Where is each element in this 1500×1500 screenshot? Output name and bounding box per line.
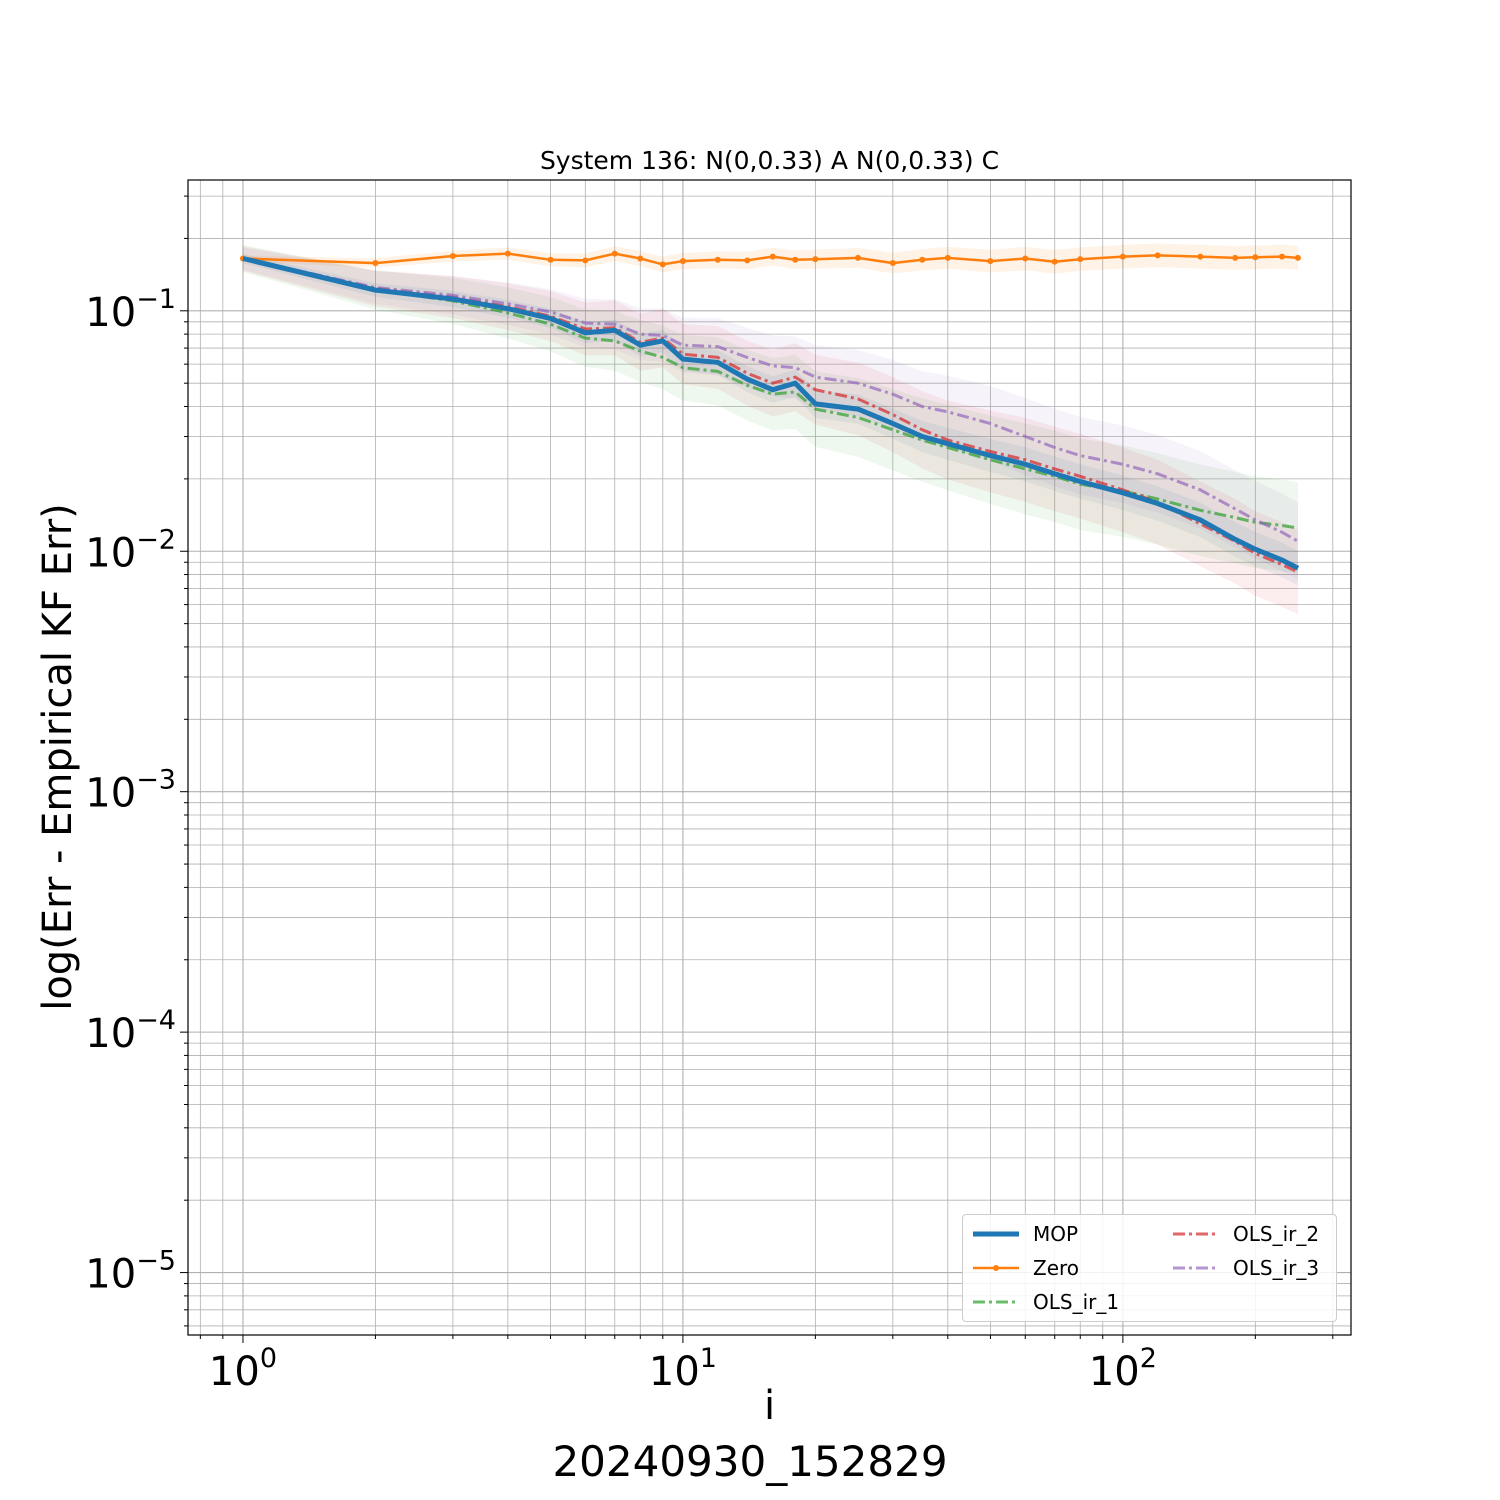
legend-label-ols-ir-1: OLS_ir_1 <box>1033 1290 1120 1314</box>
zero-point <box>1197 253 1204 260</box>
zero-point <box>1119 253 1126 260</box>
x-axis-label: i <box>763 1383 776 1429</box>
zero-point <box>1051 258 1058 265</box>
series-lines <box>239 250 1301 574</box>
legend-item-ols-ir-3: OLS_ir_3 <box>1171 1253 1319 1283</box>
zero-point <box>449 253 456 260</box>
series-line-ols-ir-1 <box>242 257 1299 530</box>
x-tick-label: 101 <box>649 1343 717 1395</box>
zero-point <box>582 257 589 264</box>
zero-point <box>792 256 799 263</box>
band-ols-ir-1 <box>242 245 1298 574</box>
legend-swatch-zero <box>973 1265 1019 1271</box>
zero-point <box>987 258 994 265</box>
axis-ticks <box>180 195 1334 1343</box>
zero-point <box>372 260 379 267</box>
legend-swatch-ols-ir-2 <box>1173 1232 1219 1236</box>
zero-point <box>547 256 554 263</box>
timestamp-footer: 20240930_152829 <box>552 1437 948 1486</box>
legend-item-zero: Zero <box>971 1253 1079 1283</box>
zero-point <box>504 250 511 257</box>
legend-item-ols-ir-1: OLS_ir_1 <box>971 1287 1119 1317</box>
zero-point <box>944 254 951 261</box>
y-axis-label-text: log(Err - Empirical KF Err) <box>35 503 81 1011</box>
y-tick-label: 10−1 <box>85 284 176 336</box>
zero-point <box>679 258 686 265</box>
legend-swatch-ols-ir-3 <box>1173 1266 1219 1270</box>
legend-label-ols-ir-2: OLS_ir_2 <box>1233 1222 1320 1246</box>
axes-frame <box>187 179 1352 1336</box>
legend-swatch-mop <box>973 1231 1019 1237</box>
series-line-mop <box>242 256 1300 571</box>
zero-point <box>1022 255 1029 262</box>
chart-title: System 136: N(0,0.33) A N(0,0.33) C <box>539 146 1000 175</box>
legend-label-zero: Zero <box>1033 1256 1080 1280</box>
legend-item-mop: MOP <box>971 1219 1078 1249</box>
zero-point <box>744 257 751 264</box>
legend-item-ols-ir-2: OLS_ir_2 <box>1171 1219 1319 1249</box>
zero-point <box>637 255 644 262</box>
tick-labels: 100 101 102 10−1 10−2 10−3 10−4 10−5 <box>85 284 1157 1395</box>
zero-point <box>1252 254 1259 261</box>
zero-point <box>1154 252 1161 259</box>
band-ols-ir-3 <box>242 247 1298 581</box>
y-tick-label: 10−3 <box>85 765 176 817</box>
y-tick-label: 10−5 <box>85 1246 176 1298</box>
zero-point <box>714 256 721 263</box>
zero-point <box>611 250 618 257</box>
band-mop <box>242 253 1298 586</box>
y-tick-label: 10−2 <box>85 524 176 576</box>
zero-point <box>1232 254 1239 261</box>
y-tick-label: 10−4 <box>85 1005 176 1057</box>
legend-label-mop: MOP <box>1033 1222 1079 1246</box>
series-line-ols-ir-3 <box>242 257 1299 543</box>
zero-point <box>1077 256 1084 263</box>
zero-point <box>769 253 776 260</box>
legend-swatch-ols-ir-1 <box>973 1300 1019 1304</box>
zero-point <box>659 261 666 268</box>
grid-lines <box>188 180 1351 1335</box>
zero-point <box>854 254 861 261</box>
x-tick-label: 102 <box>1089 1343 1157 1395</box>
zero-point <box>1294 254 1301 261</box>
zero-point <box>919 256 926 263</box>
x-tick-label: 100 <box>209 1343 277 1395</box>
zero-point <box>812 256 819 263</box>
chart-legend: MOP Zero OLS_ir_1 OLS_ir_2 OLS_ir_3 <box>962 1214 1337 1322</box>
zero-point <box>1279 253 1286 260</box>
series-line-zero <box>242 252 1299 266</box>
zero-point <box>889 260 896 267</box>
legend-label-ols-ir-3: OLS_ir_3 <box>1233 1256 1320 1280</box>
